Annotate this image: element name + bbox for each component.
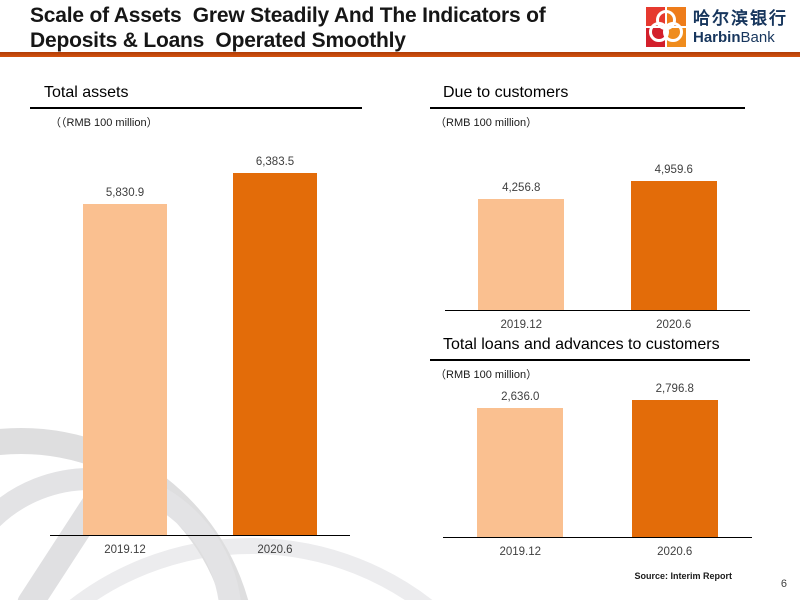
harbinbank-flower-icon (646, 7, 686, 47)
bar-value-label: 5,830.9 (105, 187, 145, 199)
logo-english-bank: Bank (740, 28, 775, 46)
harbinbank-logo-text: 哈尔滨银行 HarbinBank (693, 9, 788, 46)
chart-total-loans: Total loans and advances to customers （R… (430, 336, 752, 558)
source-note: Source: Interim Report (634, 571, 732, 581)
harbinbank-logo: 哈尔滨银行 HarbinBank (646, 7, 788, 47)
plot-area: 5,830.9 2019.12 6,383.5 2020.6 (50, 156, 350, 556)
chart-total-assets: Total assets （（RMB 100 million） 5,830.9 2… (30, 84, 362, 556)
chart-heading: Due to customers (430, 84, 745, 109)
x-axis-label: 2020.6 (657, 546, 693, 558)
bar-value-label: 4,959.6 (654, 164, 693, 176)
chart-heading: Total assets (30, 84, 362, 109)
title-accent-rule (0, 52, 800, 57)
chart-unit-label: （（RMB 100 million） (50, 117, 158, 129)
x-axis-label: 2020.6 (257, 544, 293, 556)
bar-2020.6 (630, 181, 717, 310)
bar-2019.12 (477, 408, 564, 537)
chart-unit-label: （RMB 100 million） (435, 117, 538, 129)
bar-2019.12 (83, 204, 167, 535)
bar-2019.12 (478, 199, 565, 310)
bar-2020.6 (631, 400, 718, 537)
bar-value-label: 6,383.5 (255, 156, 295, 168)
slide-title: Scale of Assets Grew Steadily And The In… (30, 3, 546, 53)
logo-english-harbin: Harbin (693, 28, 741, 46)
page-number: 6 (780, 578, 787, 590)
x-axis-label: 2019.12 (500, 319, 543, 331)
slide-title-line2: Deposits & Loans Operated Smoothly (30, 29, 406, 52)
chart-heading: Total loans and advances to customers (430, 336, 750, 361)
chart-unit-label: （RMB 100 million） (435, 369, 538, 381)
bar-2020.6 (233, 173, 317, 535)
bar-value-label: 2,796.8 (655, 383, 694, 395)
bar-value-label: 4,256.8 (502, 182, 541, 194)
plot-area: 2,636.0 2019.12 2,796.8 2020.6 (443, 383, 752, 558)
bar-value-label: 2,636.0 (501, 391, 540, 403)
slide-title-line1: Scale of Assets Grew Steadily And The In… (30, 4, 546, 27)
x-axis-label: 2019.12 (499, 546, 542, 558)
chart-due-to-customers: Due to customers （RMB 100 million） 4,256… (430, 84, 750, 331)
x-axis-label: 2019.12 (104, 544, 146, 556)
logo-chinese-name: 哈尔滨银行 (693, 8, 788, 28)
x-axis-label: 2020.6 (656, 319, 692, 331)
logo-english-name: HarbinBank (693, 29, 788, 46)
plot-area: 4,256.8 2019.12 4,959.6 2020.6 (445, 164, 750, 331)
